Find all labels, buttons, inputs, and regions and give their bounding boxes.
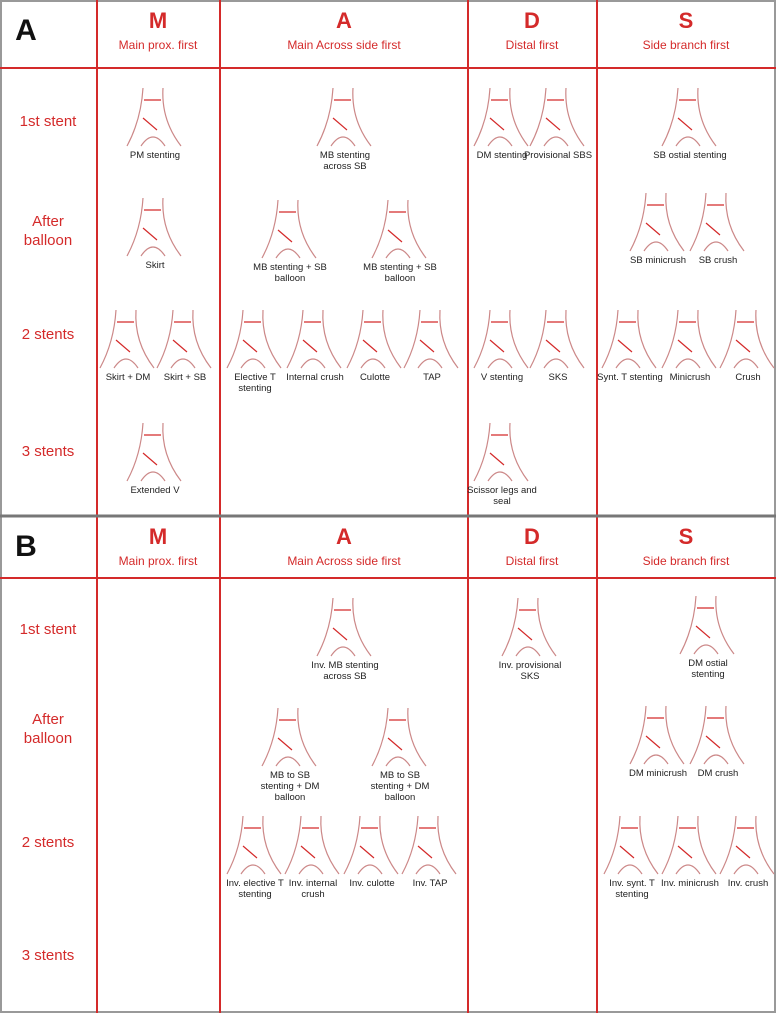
vessel-icon [372, 708, 426, 766]
column-subtitle: Side branch first [566, 38, 776, 52]
item-label: Crush [711, 372, 776, 383]
vessel-icon [662, 816, 716, 874]
vessel-icon [372, 200, 426, 258]
vessel-icon [690, 193, 744, 251]
item-label: DM ostial stenting [671, 658, 745, 680]
vessel-icon [720, 816, 774, 874]
item-label: MB to SB stenting + DM balloon [363, 770, 437, 803]
item-label: MB to SB stenting + DM balloon [253, 770, 327, 803]
column-letter: A [284, 8, 404, 34]
vessel-icon [630, 193, 684, 251]
row-label: 1st stent [17, 112, 79, 131]
column-letter: M [98, 524, 218, 550]
vessel-icon [474, 310, 528, 368]
vessel-icon [317, 598, 371, 656]
vessel-icon [474, 88, 528, 146]
vessel-icon [287, 310, 341, 368]
vessel-icon [530, 310, 584, 368]
vessel-icon [227, 310, 281, 368]
vessel-icon [100, 310, 154, 368]
column-letter: D [472, 8, 592, 34]
vessel-icon [127, 88, 181, 146]
vessel-icon [680, 596, 734, 654]
vessel-icon [262, 708, 316, 766]
vessel-icon [404, 310, 458, 368]
item-label: MB stenting + SB balloon [253, 262, 327, 284]
row-label: 3 stents [17, 442, 79, 461]
item-label: SB crush [681, 255, 755, 266]
item-label: PM stenting [118, 150, 192, 161]
item-label: SKS [521, 372, 595, 383]
vessel-icon [127, 198, 181, 256]
vessel-icon [317, 88, 371, 146]
column-letter: S [626, 524, 746, 550]
vessel-icon [262, 200, 316, 258]
vessel-icon [662, 88, 716, 146]
page: AMMain prox. firstAMain Across side firs… [0, 0, 776, 1013]
column-letter: M [98, 8, 218, 34]
item-label: Skirt [118, 260, 192, 271]
row-label: 2 stents [17, 325, 79, 344]
item-label: Provisional SBS [521, 150, 595, 161]
item-label: TAP [395, 372, 469, 383]
vessel-icon [347, 310, 401, 368]
vessel-icon [604, 816, 658, 874]
vessel-icon [474, 423, 528, 481]
vessel-icon [502, 598, 556, 656]
column-letter: D [472, 524, 592, 550]
row-label: After balloon [17, 212, 79, 250]
item-label: Inv. crush [711, 878, 776, 889]
item-label: Inv. provisional SKS [493, 660, 567, 682]
item-label: DM crush [681, 768, 755, 779]
item-label: Skirt + SB [148, 372, 222, 383]
row-label: 2 stents [17, 833, 79, 852]
column-letter: S [626, 8, 746, 34]
item-label: MB stenting + SB balloon [363, 262, 437, 284]
vessel-icon [227, 816, 281, 874]
vessel-icon [127, 423, 181, 481]
vessel-icon [630, 706, 684, 764]
column-letter: A [284, 524, 404, 550]
item-label: Inv. MB stenting across SB [308, 660, 382, 682]
vessel-icon [602, 310, 656, 368]
row-label: After balloon [17, 710, 79, 748]
item-label: Scissor legs and seal [465, 485, 539, 507]
column-subtitle: Side branch first [566, 554, 776, 568]
vessel-icon [662, 310, 716, 368]
vessel-icon [344, 816, 398, 874]
item-label: Inv. TAP [393, 878, 467, 889]
vessel-icon [402, 816, 456, 874]
vessel-icon [285, 816, 339, 874]
item-label: Extended V [118, 485, 192, 496]
vessel-icon [690, 706, 744, 764]
vessel-icon [720, 310, 774, 368]
item-label: SB ostial stenting [653, 150, 727, 161]
vessel-icon [157, 310, 211, 368]
item-label: MB stenting across SB [308, 150, 382, 172]
row-label: 3 stents [17, 946, 79, 965]
vessel-icon [530, 88, 584, 146]
row-label: 1st stent [17, 620, 79, 639]
